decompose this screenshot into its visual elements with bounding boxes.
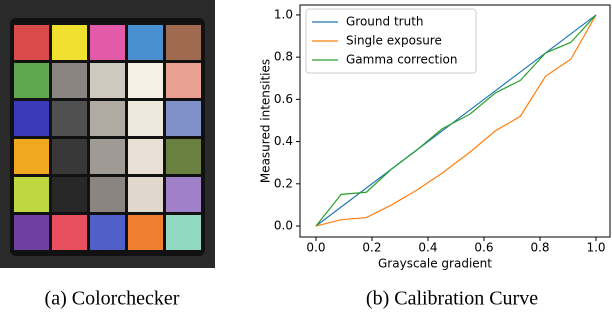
color-patch [52, 63, 87, 98]
y-tick-label: 1.0 [274, 7, 293, 21]
color-patch [166, 177, 201, 212]
color-patch [90, 215, 125, 250]
legend-label: Single exposure [346, 34, 442, 48]
legend-label: Gamma correction [346, 53, 458, 67]
x-axis-label: Grayscale gradient [378, 257, 492, 271]
color-patch [128, 63, 163, 98]
x-tick-label: 0.4 [418, 241, 437, 255]
color-patch [52, 101, 87, 136]
color-patch [90, 139, 125, 174]
color-patch [166, 215, 201, 250]
y-tick-label: 0.0 [274, 219, 293, 233]
color-patch [128, 215, 163, 250]
color-patch [128, 25, 163, 60]
color-patch [166, 25, 201, 60]
x-tick-label: 0.6 [474, 241, 493, 255]
legend-box [305, 8, 477, 74]
caption: (b) Calibration Curve [366, 288, 538, 310]
x-tick-label: 0.2 [362, 241, 381, 255]
color-patch [14, 177, 49, 212]
color-patch [166, 101, 201, 136]
colorchecker-photo [0, 0, 215, 268]
color-patch [14, 25, 49, 60]
y-tick-label: 0.4 [274, 134, 293, 148]
data-line [315, 14, 597, 227]
caption: (a) Colorchecker [45, 288, 180, 310]
x-tick-label: 0.0 [306, 241, 325, 255]
legend-label: Ground truth [346, 15, 424, 29]
color-patch [52, 215, 87, 250]
color-patch [166, 139, 201, 174]
x-tick-label: 1.0 [586, 241, 605, 255]
color-patch [128, 139, 163, 174]
plot-frame [299, 4, 611, 238]
color-patch [128, 101, 163, 136]
color-patch [90, 177, 125, 212]
color-patch [52, 25, 87, 60]
color-patch [14, 63, 49, 98]
color-patch [128, 177, 163, 212]
color-patch [90, 101, 125, 136]
color-patch [14, 139, 49, 174]
y-tick-label: 0.2 [274, 176, 293, 190]
color-patch [90, 25, 125, 60]
color-patch [52, 177, 87, 212]
y-axis-label: Measured intensities [259, 59, 273, 183]
y-tick-label: 0.8 [274, 50, 293, 64]
color-patch [90, 63, 125, 98]
color-patch [52, 139, 87, 174]
color-patch [14, 101, 49, 136]
data-line [315, 14, 597, 227]
x-tick-label: 0.8 [530, 241, 549, 255]
color-patch [166, 63, 201, 98]
y-tick-label: 0.6 [274, 92, 293, 106]
data-line [315, 14, 597, 227]
color-patch [14, 215, 49, 250]
